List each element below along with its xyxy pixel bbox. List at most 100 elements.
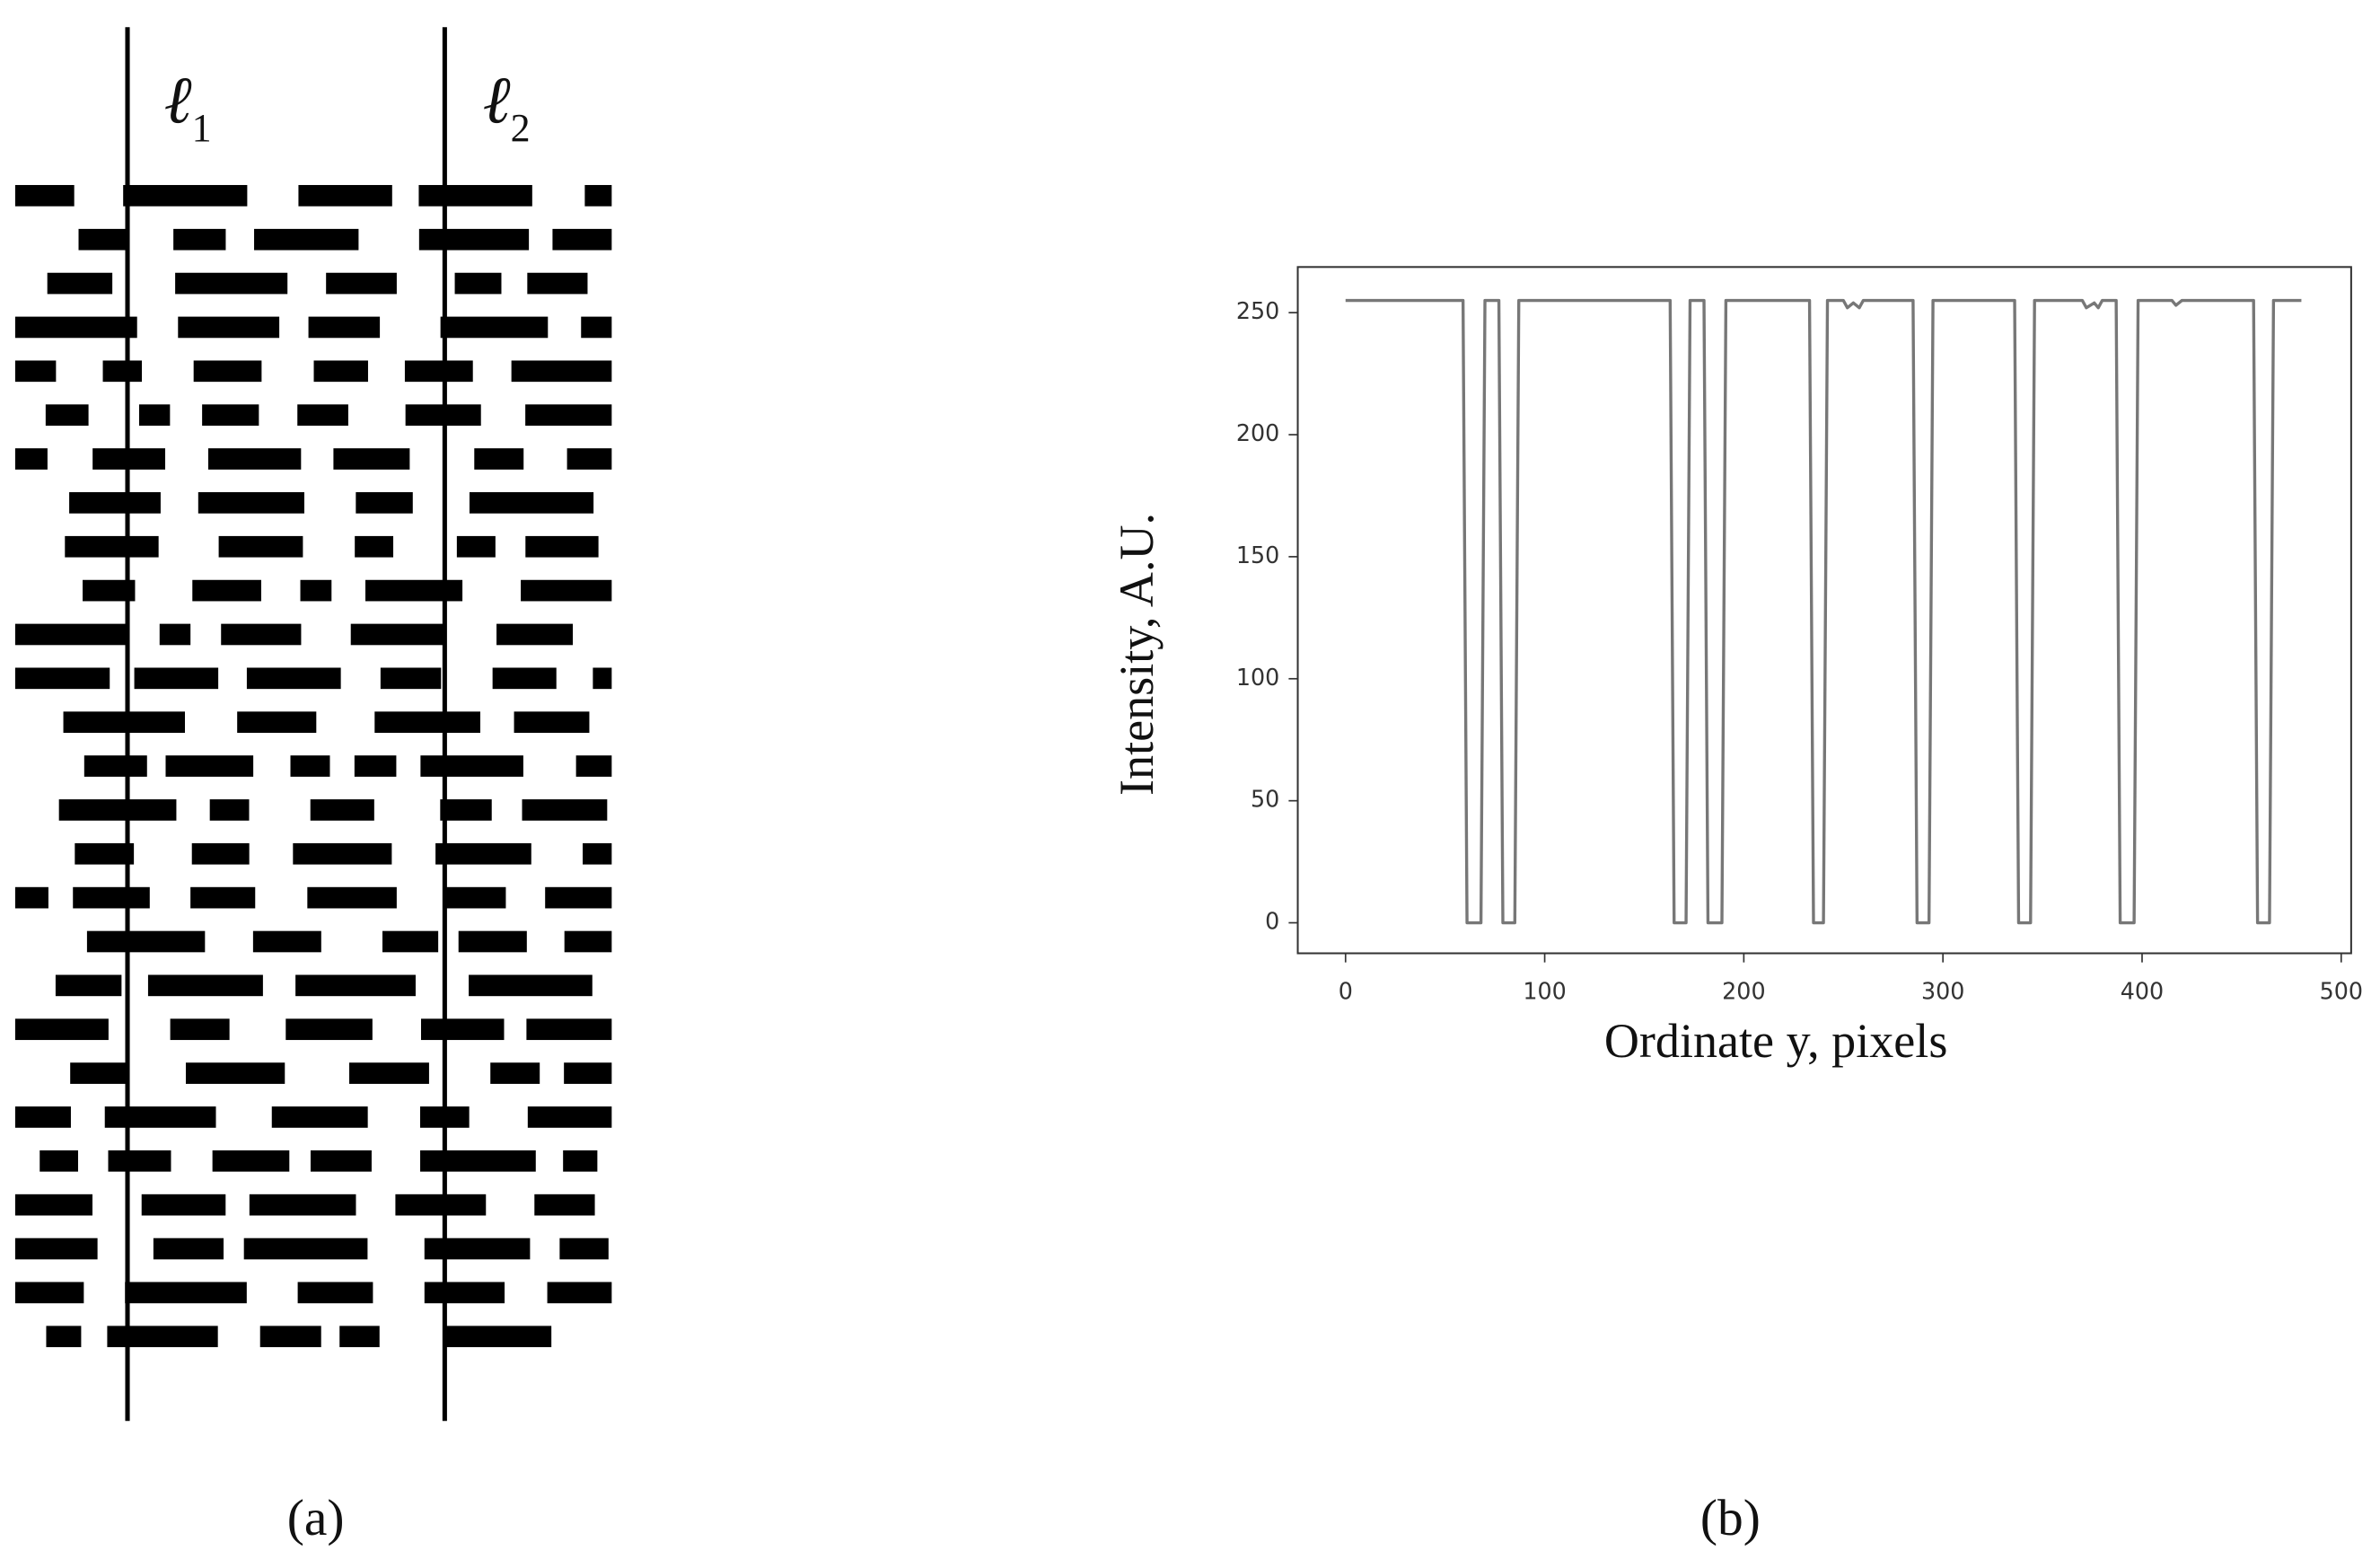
pattern-bar	[141, 1194, 226, 1216]
panel-label: (b)	[1700, 1490, 1761, 1546]
pattern-bar	[83, 579, 136, 602]
pattern-bar	[443, 886, 506, 909]
pattern-bar	[173, 228, 226, 251]
pattern-bar	[138, 404, 171, 426]
line-label: ℓ1	[164, 65, 212, 150]
pattern-bar	[175, 272, 288, 295]
pattern-bar	[254, 228, 359, 251]
pattern-bar	[170, 1018, 230, 1041]
pattern-bar	[354, 755, 397, 777]
pattern-bar	[454, 272, 502, 295]
line-label: ℓ2	[483, 65, 531, 150]
pattern-bar	[547, 1282, 612, 1304]
x-tick-label: 100	[1523, 977, 1566, 1004]
pattern-bar	[293, 842, 392, 865]
line-index: 2	[511, 106, 531, 150]
pattern-bar	[125, 1282, 247, 1304]
line-symbol: ℓ	[483, 65, 511, 138]
pattern-bar	[192, 579, 261, 602]
pattern-bar	[440, 799, 492, 821]
pattern-bar	[521, 579, 612, 602]
pattern-bar	[326, 272, 397, 295]
pattern-bar	[445, 1326, 552, 1348]
pattern-bar	[14, 1238, 98, 1260]
pattern-bar	[290, 755, 330, 777]
y-tick-label: 50	[1251, 786, 1279, 813]
pattern-bar	[339, 1326, 380, 1348]
pattern-bar	[123, 185, 248, 207]
pattern-bar	[212, 1150, 290, 1172]
pattern-bar	[70, 1062, 128, 1084]
pattern-bar	[14, 316, 137, 339]
pattern-bar	[350, 623, 446, 646]
pattern-bar	[259, 1326, 321, 1348]
panel-a	[14, 185, 612, 1348]
line-index: 1	[192, 106, 212, 150]
pattern-bar	[563, 1150, 598, 1172]
x-tick-label: 400	[2121, 977, 2164, 1004]
pattern-bar	[14, 448, 48, 470]
pattern-bar	[374, 711, 480, 734]
pattern-bar	[496, 623, 574, 646]
pattern-bar	[14, 360, 57, 383]
pattern-bar	[65, 535, 159, 558]
pattern-bar	[526, 1018, 612, 1041]
x-tick-label: 300	[1921, 977, 1964, 1004]
plot-frame	[1296, 266, 2352, 955]
pattern-bar	[424, 1238, 531, 1260]
pattern-bar	[310, 1150, 372, 1172]
pattern-bar	[218, 535, 303, 558]
pattern-bar	[237, 711, 317, 734]
pattern-bar	[552, 228, 612, 251]
pattern-bar	[14, 667, 110, 690]
pattern-bar	[527, 1106, 612, 1128]
pattern-bar	[134, 667, 219, 690]
pattern-bar	[165, 755, 254, 777]
pattern-bar	[193, 360, 262, 383]
pattern-bar	[298, 185, 392, 207]
pattern-bar	[153, 1238, 224, 1260]
pattern-bar	[527, 272, 588, 295]
pattern-bar	[380, 667, 442, 690]
pattern-bar	[534, 1194, 595, 1216]
x-tick-label: 0	[1339, 977, 1353, 1004]
pattern-bar	[575, 755, 612, 777]
pattern-bar	[404, 360, 473, 383]
pattern-bar	[102, 360, 143, 383]
pattern-bar	[559, 1238, 609, 1260]
pattern-bar	[14, 1018, 109, 1041]
x-axis-label: Ordinate y, pixels	[1604, 1014, 1948, 1068]
pattern-bar	[159, 623, 191, 646]
pattern-bar	[511, 360, 612, 383]
pattern-bar	[355, 535, 394, 558]
pattern-bar	[583, 842, 612, 865]
pattern-bar	[147, 974, 263, 997]
pattern-bar	[593, 667, 612, 690]
pattern-bar	[191, 842, 250, 865]
y-tick-label: 250	[1236, 297, 1279, 324]
pattern-bar	[440, 316, 549, 339]
pattern-bar	[418, 185, 532, 207]
pattern-bar	[14, 185, 75, 207]
pattern-bar	[86, 930, 206, 953]
pattern-bar	[308, 316, 381, 339]
pattern-bar	[420, 1150, 536, 1172]
pattern-bar	[492, 667, 557, 690]
panel-label: (a)	[287, 1490, 345, 1546]
pattern-bar	[198, 492, 304, 514]
pattern-bar	[564, 1062, 612, 1084]
pattern-bar	[45, 404, 89, 426]
pattern-bar	[382, 930, 439, 953]
pattern-bar	[522, 799, 608, 821]
pattern-bar	[209, 799, 250, 821]
pattern-bar	[295, 974, 416, 997]
pattern-bar	[202, 404, 259, 426]
pattern-bar	[285, 1018, 373, 1041]
pattern-bar	[514, 711, 590, 734]
pattern-bar	[78, 228, 127, 251]
pattern-bar	[584, 185, 612, 207]
pattern-bar	[221, 623, 302, 646]
pattern-bar	[307, 886, 397, 909]
